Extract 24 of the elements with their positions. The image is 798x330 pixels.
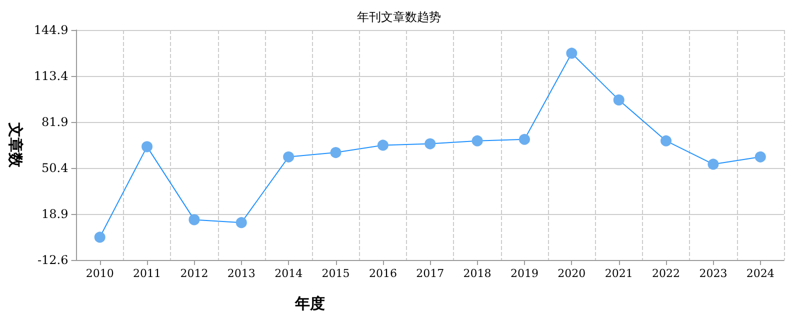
x-tick-label: 2012 xyxy=(180,267,208,280)
x-axis-title: 年度 xyxy=(294,294,326,312)
x-tick-label: 2016 xyxy=(368,267,397,280)
chart-title: 年刊文章数趋势 xyxy=(357,10,441,24)
x-tick-label: 2020 xyxy=(558,267,586,280)
x-tick-label: 2015 xyxy=(322,267,350,280)
x-tick-label: 2014 xyxy=(274,267,303,280)
x-tick-label: 2013 xyxy=(227,267,256,280)
x-tick-label: 2023 xyxy=(699,267,728,280)
y-tick-label: 113.4 xyxy=(34,69,69,83)
x-tick-label: 2010 xyxy=(86,267,114,280)
x-tick-label: 2019 xyxy=(510,267,538,280)
x-tick-label: 2022 xyxy=(652,267,680,280)
y-tick-label: 18.9 xyxy=(42,207,68,221)
x-tick-label: 2018 xyxy=(463,267,492,280)
x-tick-label: 2011 xyxy=(133,267,162,280)
y-tick-label: -12.6 xyxy=(37,253,68,267)
y-tick-label: 144.9 xyxy=(34,23,68,37)
x-tick-label: 2024 xyxy=(746,267,774,280)
y-tick-label: 50.4 xyxy=(42,161,69,175)
y-tick-label: 81.9 xyxy=(42,115,68,129)
x-tick-label: 2021 xyxy=(604,267,633,280)
y-axis-title: 文章数 xyxy=(6,122,24,168)
x-tick-label: 2017 xyxy=(416,267,444,280)
